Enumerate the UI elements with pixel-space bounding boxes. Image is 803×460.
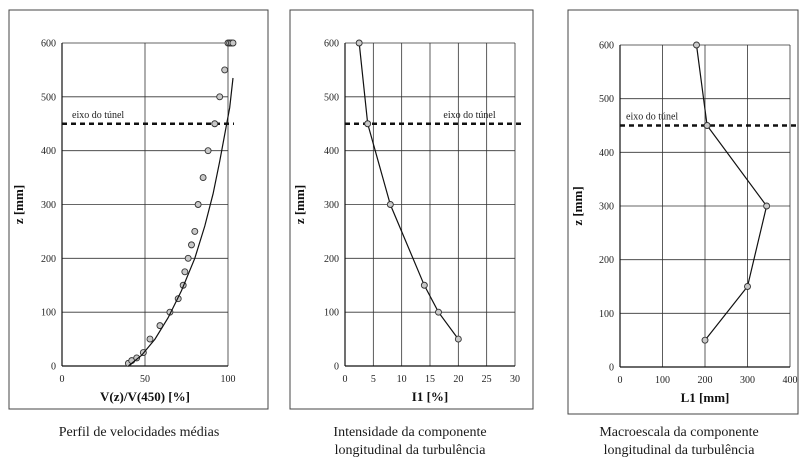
x-tick-label: 5 [371,374,376,385]
y-tick-label: 500 [599,94,614,105]
data-point [763,202,771,210]
x-tick-label: 0 [60,374,65,385]
y-tick-label: 500 [41,92,56,103]
data-point [194,201,202,208]
chart-2-caption-line-2: longitudinal da turbulência [334,443,486,458]
x-axis-title: L1 [mm] [681,390,730,405]
data-point [221,66,229,74]
x-tick-label: 15 [425,374,435,385]
data-point [386,201,394,208]
data-point [364,120,372,128]
chart-frame [567,9,799,415]
data-point [420,281,428,289]
x-tick-label: 50 [140,374,150,385]
y-axis-title: z [mm] [570,186,585,225]
data-point [701,336,709,344]
y-tick-label: 300 [41,200,56,211]
y-tick-label: 600 [324,39,339,50]
y-tick-label: 0 [609,363,614,374]
chart-frame [289,9,534,410]
chart-1: 0 50 100 0 100 200 300 400 500 600 V(z)/V(450) [%]… [8,9,269,410]
y-axis-title: z [mm] [11,185,26,224]
chart-3-caption-line-2: longitudinal da turbulência [603,443,755,458]
series-line [695,44,768,341]
data-point [191,227,199,235]
x-tick-label: 0 [618,375,623,386]
series-line [128,77,234,367]
y-tick-label: 200 [41,254,56,265]
x-tick-label: 100 [221,374,236,385]
data-point [181,268,189,276]
data-point [703,122,711,129]
data-point [355,39,363,47]
series-line [358,42,459,340]
x-tick-label: 25 [482,374,492,385]
chart-3-caption: Macroescala da componente longitudinal d… [555,424,803,460]
chart-3-caption-line-1: Macroescala da componente [599,425,759,440]
chart-2-caption: Intensidade da componente longitudinal d… [282,424,538,460]
y-tick-label: 600 [599,41,614,52]
y-tick-label: 500 [324,92,339,103]
data-point [184,254,192,262]
y-tick-label: 200 [599,255,614,266]
x-axis-title: V(z)/V(450) [%] [100,389,190,404]
chart-frame [8,9,269,410]
y-tick-label: 300 [599,202,614,213]
y-axis-title: z [mm] [292,185,307,224]
chart-3: 0 100 200 300 400 0 100 200 300 400 500 600 L1 [mm] z… [567,9,799,415]
x-tick-label: 20 [453,374,463,385]
data-point [744,283,751,290]
y-tick-label: 400 [599,148,614,159]
y-tick-label: 400 [324,146,339,157]
y-tick-label: 300 [324,200,339,211]
tunnel-axis-label: eixo do túnel [72,110,124,121]
data-point [693,41,700,49]
x-tick-label: 200 [698,375,713,386]
data-point [454,335,462,343]
x-tick-label: 300 [740,375,755,386]
tunnel-axis-label: eixo do túnel [443,110,495,121]
data-point [435,308,442,316]
y-tick-label: 100 [41,308,56,319]
chart-1-caption-line: Perfil de velocidades médias [58,425,220,440]
x-tick-label: 10 [397,374,407,385]
data-point [216,93,224,101]
y-tick-label: 400 [41,146,56,157]
y-tick-label: 600 [41,39,56,50]
x-tick-label: 0 [343,374,348,385]
x-tick-label: 400 [783,375,798,386]
chart-2-caption-line-1: Intensidade da componente [333,425,487,440]
data-point [211,120,219,128]
y-tick-label: 100 [324,308,339,319]
data-point [146,335,154,343]
data-point [204,147,212,155]
x-axis-title: I1 [%] [412,389,448,404]
x-tick-label: 100 [655,375,670,386]
data-point [133,354,141,362]
y-tick-label: 100 [599,309,614,320]
tunnel-axis-label: eixo do túnel [626,112,678,123]
y-tick-label: 0 [51,362,56,373]
chart-1-caption: Perfil de velocidades médias [8,424,270,442]
y-tick-label: 200 [324,254,339,265]
data-point [188,241,195,249]
x-tick-label: 30 [510,374,520,385]
data-point [229,39,237,47]
y-tick-label: 0 [334,362,339,373]
data-point [199,174,207,182]
